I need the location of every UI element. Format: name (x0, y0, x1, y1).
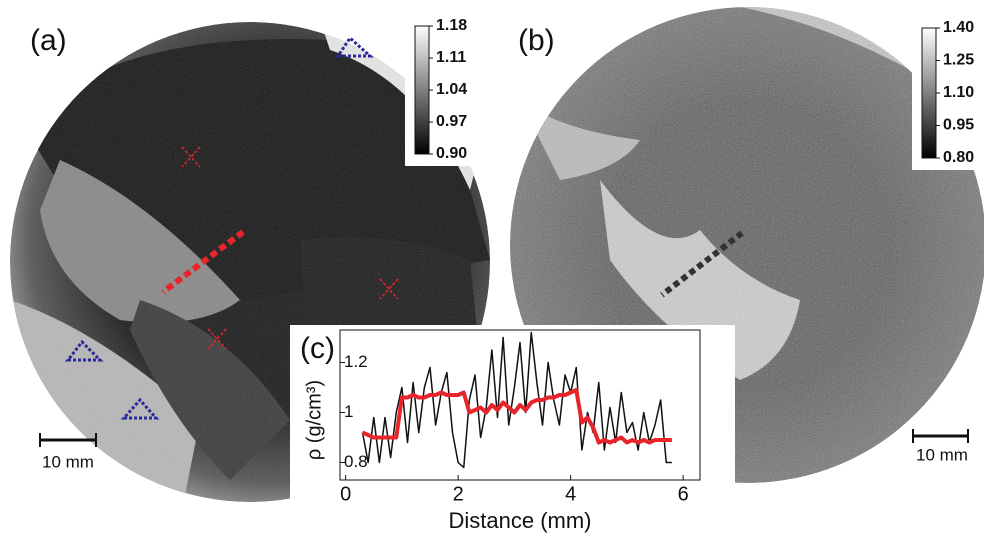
y-axis-label: ρ (g/cm³) (303, 380, 325, 460)
colorbar-tick-label: 1.40 (943, 19, 974, 36)
x-axis-label: Distance (mm) (448, 508, 591, 533)
colorbar-tick-label: 0.90 (436, 145, 467, 162)
scale-bar-label: 10 mm (42, 452, 94, 471)
colorbar-tick-label: 1.10 (943, 84, 974, 101)
x-tick-label: 4 (565, 483, 576, 505)
scale-bar-label: 10 mm (916, 445, 968, 464)
colorbar-tick-label: 1.18 (436, 17, 467, 34)
panel-label: (a) (30, 24, 67, 57)
y-tick-label: 1 (344, 402, 353, 421)
colorbar-tick-label: 0.97 (436, 113, 467, 130)
colorbar-tick-label: 0.80 (943, 149, 974, 166)
colorbar (922, 28, 936, 158)
y-tick-label: 0.8 (344, 452, 368, 471)
colorbar-tick-label: 1.11 (436, 49, 466, 66)
x-tick-label: 0 (340, 483, 351, 505)
chart-title: (c) (300, 332, 335, 365)
panel-label: (b) (518, 24, 555, 57)
y-tick-label: 1.2 (344, 352, 368, 371)
figure: 0 2 4 6 0.8 1 1.2 (c) Distance (mm) ρ (g/cm³) (a)… (0, 0, 984, 542)
colorbar-tick-label: 1.25 (943, 52, 974, 69)
colorbar-tick-label: 0.95 (943, 117, 974, 134)
colorbar-tick-label: 1.04 (436, 81, 467, 98)
colorbar (415, 26, 429, 154)
page: 0 2 4 6 0.8 1 1.2 (c) Distance (mm) ρ (g/cm³) (a)… (0, 0, 984, 542)
x-tick-label: 6 (678, 483, 689, 505)
x-tick-label: 2 (453, 483, 464, 505)
